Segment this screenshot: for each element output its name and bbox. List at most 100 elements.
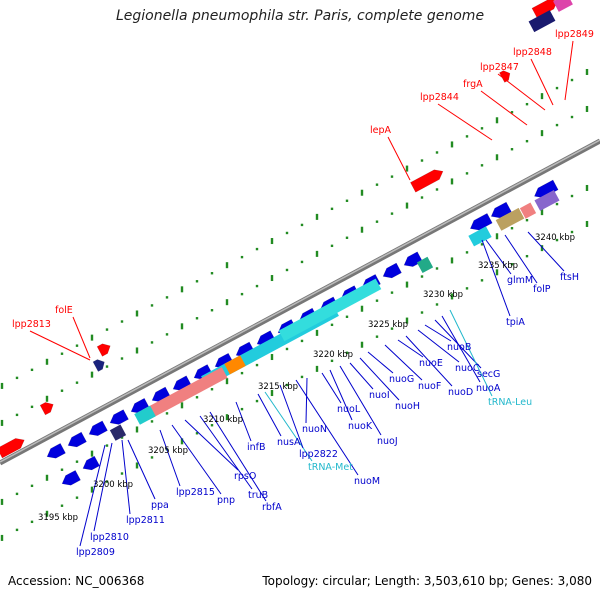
ruler-tick — [195, 317, 199, 320]
ruler-tick — [465, 135, 469, 138]
ruler-tick — [45, 510, 49, 517]
ruler-tick — [30, 368, 34, 372]
gene-label: nuoG — [389, 374, 414, 385]
forward-gene-arrow — [499, 70, 511, 83]
ruler-tick — [210, 309, 214, 312]
ruler-tick — [0, 534, 4, 541]
ruler-tick — [525, 254, 529, 258]
ruler-tick — [150, 456, 154, 459]
label-leader — [485, 239, 512, 275]
rna-feature-bar — [134, 405, 156, 425]
ruler-tick — [300, 339, 304, 343]
ruler-tick — [540, 209, 544, 216]
ruler-tick — [255, 399, 259, 403]
gene-label: tpiA — [506, 317, 525, 328]
ruler-tick — [180, 438, 184, 445]
label-leader — [387, 136, 411, 181]
ruler-tick — [525, 218, 529, 222]
gene-label: nuoH — [395, 401, 420, 412]
ruler-tick — [315, 365, 319, 372]
ruler-tick — [405, 202, 409, 209]
label-leader — [397, 339, 424, 358]
ruler-tick — [480, 127, 484, 130]
label-leader — [424, 324, 452, 342]
ruler-tick — [540, 245, 544, 252]
gene-label: truB — [248, 490, 268, 501]
label-leader — [235, 401, 252, 442]
scale-label: 3205 kbp — [148, 446, 188, 456]
gene-label: infB — [247, 442, 266, 453]
ruler-tick — [30, 520, 34, 524]
ruler-tick — [90, 371, 94, 378]
ruler-tick — [360, 305, 364, 312]
ruler-tick — [345, 236, 349, 239]
gene-label: secG — [477, 369, 500, 380]
gene-label: nuoJ — [377, 436, 398, 447]
ruler-tick — [450, 178, 454, 185]
ruler-tick — [75, 344, 79, 347]
ruler-tick — [165, 333, 169, 336]
ruler-tick — [60, 504, 64, 507]
gene-label: nuoD — [448, 387, 473, 398]
ruler-tick — [60, 468, 64, 471]
scale-label: 3210 kbp — [203, 415, 243, 425]
ruler-tick — [585, 184, 589, 191]
ruler-tick — [255, 247, 259, 251]
label-leader — [527, 231, 565, 272]
ruler-tick — [90, 486, 94, 493]
ruler-tick — [420, 311, 424, 314]
ruler-tick — [60, 389, 64, 392]
ruler-tick — [525, 139, 529, 143]
ruler-tick — [165, 412, 169, 415]
label-leader — [127, 439, 156, 500]
forward-gene-block — [528, 10, 556, 33]
ruler-tick — [405, 317, 409, 324]
ruler-tick — [255, 363, 259, 367]
gene-label: lepA — [370, 125, 392, 136]
scale-label: 3215 kbp — [258, 382, 298, 392]
ruler-tick — [135, 462, 139, 469]
gene-label: rbfA — [262, 502, 282, 513]
label-leader — [321, 372, 342, 404]
forward-gene-arrow — [0, 438, 25, 459]
ruler-tick — [405, 165, 409, 172]
scale-label: 3240 kbp — [535, 233, 575, 243]
ruler-tick — [495, 117, 499, 124]
gene-label: nuoF — [418, 381, 441, 392]
accession-text: Accession: NC_006368 — [8, 574, 145, 588]
reverse-gene-block — [142, 367, 228, 421]
gene-label: tRNA-Leu — [488, 397, 532, 408]
ruler-tick — [150, 304, 154, 307]
ruler-tick — [345, 199, 349, 202]
label-leader — [93, 442, 113, 532]
ruler-tick — [15, 376, 19, 380]
genome-backbone — [0, 138, 600, 466]
ruler-tick — [480, 243, 484, 246]
ruler-tick — [375, 299, 379, 302]
ruler-tick — [105, 444, 109, 447]
ruler-tick — [225, 262, 229, 269]
label-leader — [171, 424, 222, 495]
gene-label: nusA — [277, 437, 301, 448]
label-leader — [279, 384, 304, 449]
label-leader — [209, 411, 267, 502]
gene-label: nuoE — [419, 358, 443, 369]
label-leader — [449, 309, 493, 397]
ruler-tick — [285, 347, 289, 351]
label-leader — [349, 362, 374, 390]
ruler-tick — [435, 303, 439, 306]
ruler-tick — [120, 472, 124, 475]
gene-label: frgA — [463, 79, 483, 90]
ruler-tick — [225, 414, 229, 421]
reverse-gene-arrow — [382, 262, 402, 279]
label-leader — [417, 329, 460, 363]
ruler-tick — [90, 450, 94, 457]
ruler-tick — [375, 183, 379, 186]
label-leader — [199, 415, 253, 490]
ruler-tick — [345, 351, 349, 354]
ruler-tick — [585, 220, 589, 227]
reverse-gene-arrow — [403, 251, 423, 267]
ruler-tick — [120, 320, 124, 323]
ruler-tick — [240, 371, 244, 375]
reverse-gene-block — [224, 355, 246, 375]
